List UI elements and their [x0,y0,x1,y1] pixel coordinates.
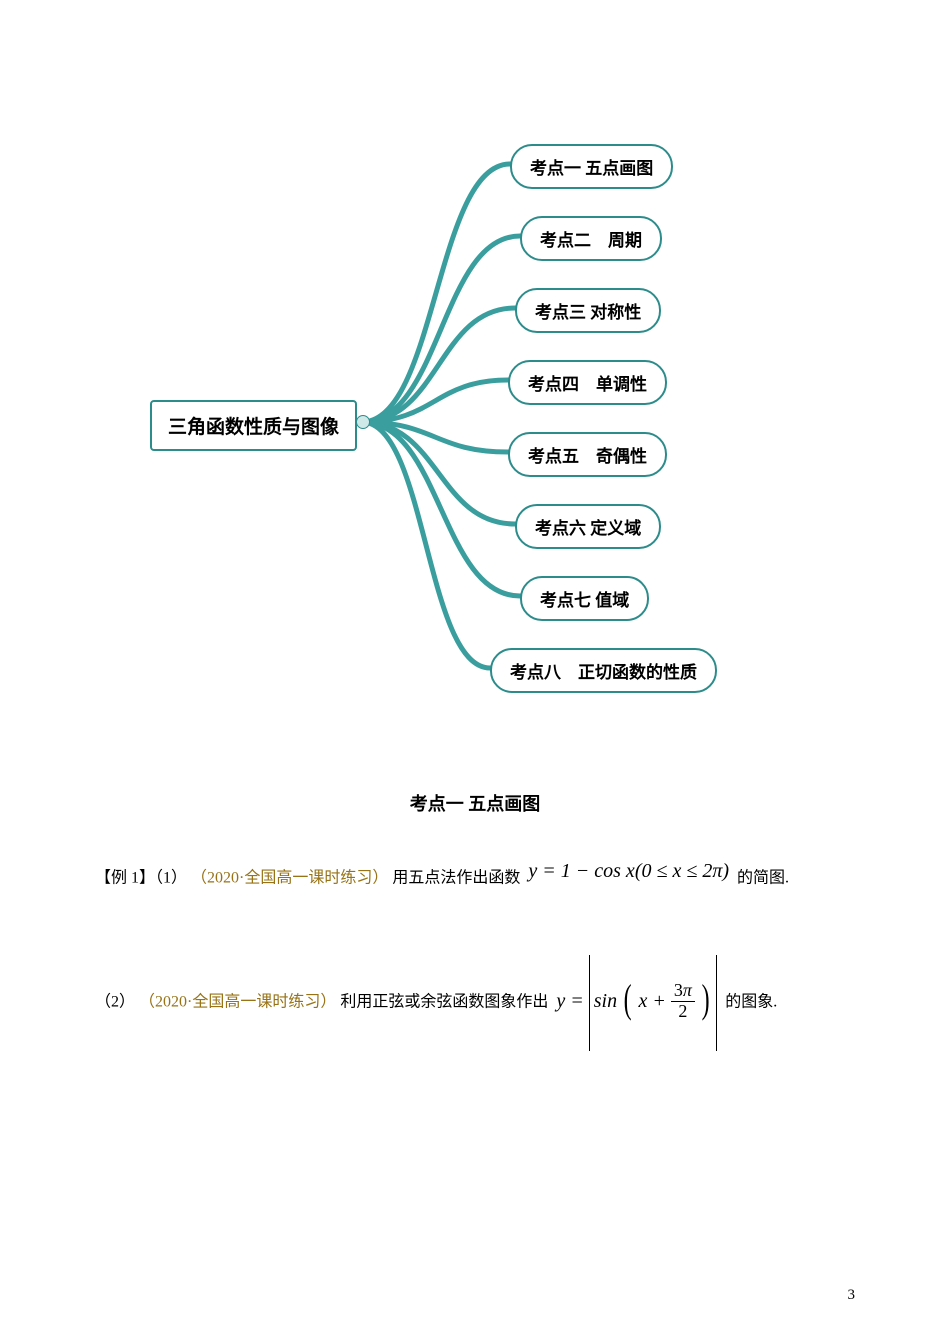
mindmap-child-node: 考点六 定义域 [515,504,661,549]
formula-2: y = sin ( x + 3π2 ) [556,955,717,1051]
problem-lead: 利用正弦或余弦函数图象作出 [340,994,548,1011]
mindmap-child-node: 考点二 周期 [520,216,662,261]
problem-source: （2020·全国高一课时练习） [139,994,336,1011]
page-number: 3 [848,1287,856,1304]
mindmap-container: 三角函数性质与图像 考点一 五点画图考点二 周期考点三 对称性考点四 单调性考点… [100,120,850,720]
problem-source: （2020·全国高一课时练习） [191,870,388,887]
mindmap-child-node: 考点一 五点画图 [510,144,673,189]
mindmap-child-node: 考点七 值域 [520,576,649,621]
root-handle-icon [356,415,370,429]
mindmap-child-node: 考点三 对称性 [515,288,661,333]
problem-prefix: 【例 1】（1） [95,870,187,887]
mindmap-child-node: 考点八 正切函数的性质 [490,648,717,693]
formula-1: y = 1 − cos x(0 ≤ x ≤ 2π) [528,847,729,895]
problem-tail: 的简图. [737,870,789,887]
problem-prefix: （2） [95,994,135,1011]
root-label: 三角函数性质与图像 [168,417,339,438]
section-title: 考点一 五点画图 [0,790,950,816]
problem-1: 【例 1】（1） （2020·全国高一课时练习） 用五点法作出函数 y = 1 … [95,855,855,903]
problem-tail: 的图象. [725,994,777,1011]
problem-lead: 用五点法作出函数 [392,870,520,887]
mindmap-child-node: 考点四 单调性 [508,360,667,405]
mindmap-child-node: 考点五 奇偶性 [508,432,667,477]
problem-2: （2） （2020·全国高一课时练习） 利用正弦或余弦函数图象作出 y = si… [95,955,855,1051]
mindmap-root-node: 三角函数性质与图像 [150,400,357,451]
